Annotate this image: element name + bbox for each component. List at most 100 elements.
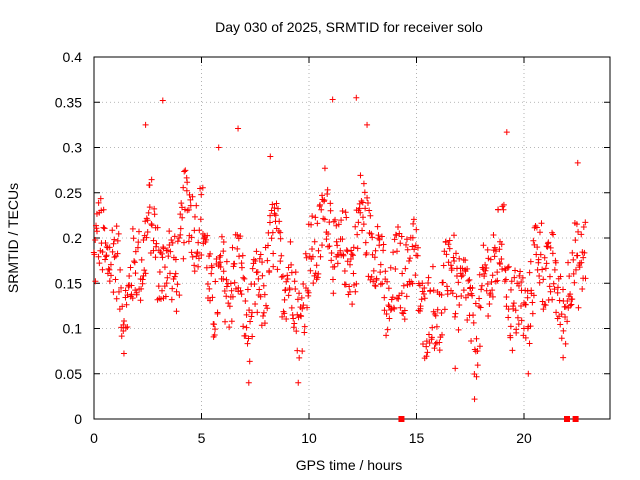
- data-point: [392, 265, 399, 272]
- data-point: [166, 241, 173, 248]
- data-point: [96, 260, 103, 267]
- data-point: [167, 248, 174, 255]
- data-point: [552, 259, 559, 266]
- data-point: [529, 310, 536, 317]
- data-point: [162, 293, 169, 300]
- data-point: [113, 223, 120, 230]
- data-point: [535, 256, 542, 263]
- data-point: [273, 200, 280, 207]
- y-tick-label: 0.4: [63, 49, 83, 65]
- data-point: [515, 321, 522, 328]
- data-point: [246, 358, 253, 365]
- data-point: [507, 286, 514, 293]
- data-point: [487, 290, 494, 297]
- data-point: [185, 206, 192, 213]
- data-point: [337, 247, 344, 254]
- data-point: [346, 288, 353, 295]
- data-point: [574, 252, 581, 259]
- data-point: [324, 190, 331, 197]
- data-point: [362, 239, 369, 246]
- data-point: [171, 233, 178, 240]
- data-point: [387, 264, 394, 271]
- data-point: [576, 264, 583, 271]
- data-point: [580, 254, 587, 261]
- data-point: [287, 238, 294, 245]
- data-point: [226, 303, 233, 310]
- data-point: [469, 285, 476, 291]
- data-point: [539, 266, 546, 273]
- data-point: [376, 236, 383, 243]
- data-point: [425, 279, 432, 286]
- data-point: [446, 245, 453, 252]
- data-point: [247, 318, 254, 325]
- data-point: [403, 293, 410, 300]
- data-point: [564, 318, 571, 325]
- data-point: [283, 278, 290, 285]
- data-point: [220, 238, 227, 245]
- data-point: [263, 302, 270, 309]
- data-point: [417, 305, 424, 312]
- data-point: [485, 312, 492, 319]
- data-point: [93, 222, 100, 229]
- data-point: [496, 246, 503, 253]
- data-point: [274, 266, 281, 273]
- data-point: [395, 295, 402, 302]
- data-point: [358, 198, 365, 205]
- data-point: [319, 242, 326, 249]
- data-point: [566, 273, 573, 280]
- data-point: [227, 280, 234, 287]
- data-point: [208, 264, 215, 271]
- data-point: [451, 258, 458, 265]
- data-point: [134, 244, 141, 251]
- data-point: [436, 347, 443, 354]
- data-point: [138, 285, 145, 292]
- data-point: [376, 242, 383, 249]
- data-point: [106, 278, 113, 285]
- data-point: [419, 288, 426, 295]
- data-point: [204, 280, 211, 287]
- data-point: [340, 252, 347, 259]
- data-point: [355, 219, 362, 226]
- data-point: [344, 248, 351, 255]
- data-point: [218, 233, 225, 240]
- data-point: [158, 295, 165, 302]
- data-point: [140, 237, 147, 244]
- data-point: [409, 234, 416, 241]
- data-point: [510, 305, 517, 312]
- data-point: [303, 254, 310, 261]
- data-point: [235, 125, 242, 132]
- data-point: [131, 259, 138, 266]
- data-point: [472, 300, 479, 307]
- data-point: [507, 334, 514, 341]
- data-point: [117, 266, 124, 273]
- data-point: [300, 281, 307, 288]
- data-point: [264, 305, 271, 312]
- data-point: [131, 258, 138, 265]
- data-point: [494, 269, 501, 276]
- data-point: [260, 282, 267, 289]
- data-point: [132, 270, 139, 277]
- data-point: [159, 254, 166, 261]
- data-point: [481, 270, 488, 277]
- data-point: [364, 199, 371, 206]
- data-point: [299, 305, 306, 312]
- data-point: [284, 272, 291, 279]
- data-point: [264, 257, 271, 264]
- data-point: [317, 253, 324, 260]
- data-point: [223, 258, 230, 265]
- data-point: [383, 332, 390, 339]
- data-point: [466, 276, 473, 283]
- data-point: [203, 236, 210, 243]
- data-point: [391, 305, 398, 312]
- data-point: [106, 244, 113, 251]
- data-point: [368, 273, 375, 280]
- data-point: [339, 207, 346, 214]
- data-point: [353, 280, 360, 287]
- data-point: [220, 248, 227, 255]
- data-point: [223, 276, 230, 283]
- data-point: [236, 253, 243, 260]
- data-point: [277, 229, 284, 236]
- data-point: [386, 315, 393, 322]
- data-point: [452, 365, 459, 372]
